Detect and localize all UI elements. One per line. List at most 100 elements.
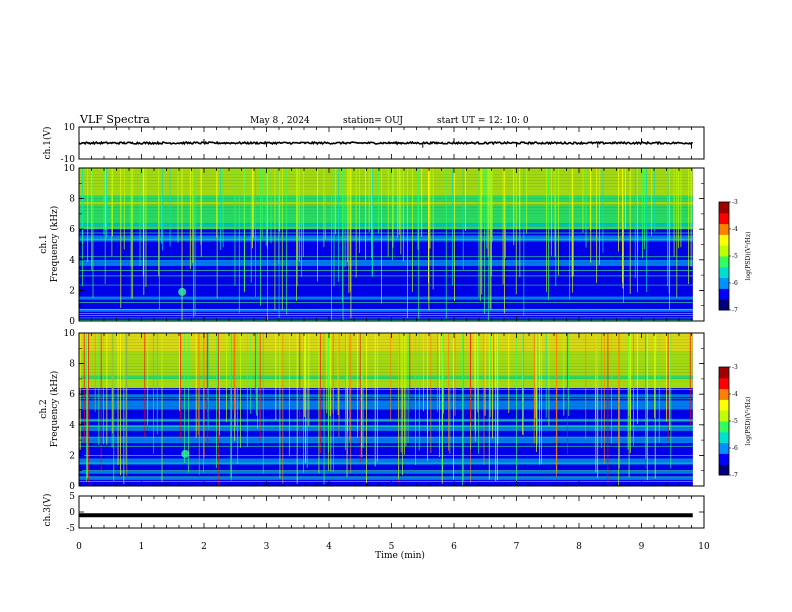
- spectrogram-band: [79, 400, 693, 404]
- colorbar-segment: [719, 301, 729, 304]
- colorbar-segment: [719, 397, 729, 400]
- x-tick-label: 3: [264, 542, 270, 552]
- spectrogram-band: [79, 223, 693, 227]
- spectrogram-band: [79, 440, 693, 444]
- x-tick-label: 6: [451, 542, 457, 552]
- colorbar-segment: [719, 212, 729, 216]
- spectrogram-band: [79, 296, 693, 300]
- colorbar-segment: [719, 227, 729, 230]
- y-tick-label: 0: [69, 508, 75, 518]
- spectrogram-band: [79, 299, 693, 303]
- start-time-label: start UT = 12: 10: 0: [437, 116, 529, 126]
- colorbar-segment: [719, 417, 729, 420]
- colorbar-segment: [719, 205, 729, 208]
- spectrogram-band: [79, 351, 693, 355]
- colorbar-segment: [719, 211, 729, 214]
- date-label: May 8 , 2024: [250, 116, 310, 126]
- spectrogram-band: [79, 177, 693, 181]
- colorbar-segment: [719, 288, 729, 291]
- spectrogram-band: [79, 186, 693, 190]
- y-tick-label: 6: [69, 390, 75, 400]
- spectrogram-band: [79, 443, 693, 447]
- y-tick-label: 8: [69, 195, 75, 205]
- colorbar-segment: [719, 250, 729, 253]
- spectrogram-band: [79, 446, 693, 450]
- colorbar-tick-label: -4: [732, 226, 738, 233]
- colorbar-segment: [719, 437, 729, 440]
- spectrogram-band: [79, 189, 693, 193]
- ch2-spectrogram-panel: ch.2 Frequency (kHz) 0 2 4 6 8 10: [39, 329, 705, 492]
- colorbar-segment: [719, 281, 729, 284]
- colorbar-segment: [719, 238, 729, 241]
- colorbar-segment: [719, 230, 729, 234]
- colorbar-segment: [719, 239, 729, 243]
- colorbar-segment: [719, 232, 729, 235]
- spectrogram-band: [79, 455, 693, 459]
- y-tick-label: 0: [69, 317, 75, 327]
- colorbar-segment: [719, 290, 729, 293]
- colorbar-segment: [719, 458, 729, 462]
- spectrogram-band: [79, 391, 693, 395]
- colorbar-tick-label: -6: [732, 445, 738, 452]
- spectrogram-band: [79, 366, 693, 370]
- ch2-colorbar: log(PSD)(V²/Hz) -3 -4 -5 -6 -7: [718, 364, 752, 479]
- ch3-waveform-panel: ch.3(V) 50-50 1 2 3 4 5 6 7 8 9 10: [42, 492, 710, 552]
- colorbar-segment: [719, 286, 729, 289]
- colorbar-segment: [719, 254, 729, 257]
- spectrogram-band: [79, 250, 693, 254]
- colorbar-segment: [719, 221, 729, 225]
- y-tick-label: 10: [64, 123, 76, 133]
- colorbar-segment: [719, 412, 729, 415]
- spectrogram-band: [79, 192, 693, 196]
- spectrogram-band: [79, 317, 693, 321]
- colorbar-segment: [719, 283, 729, 286]
- y-tick-label: 6: [69, 225, 75, 235]
- colorbar-segment: [719, 295, 729, 298]
- spectrogram-band: [79, 467, 693, 471]
- colorbar-segment: [719, 245, 729, 248]
- colorbar-segment: [719, 292, 729, 295]
- spectrogram-band: [79, 394, 693, 398]
- colorbar-segment: [719, 430, 729, 433]
- colorbar-segment: [719, 431, 729, 435]
- y-tick-label: -10: [61, 155, 76, 165]
- spectrogram-band: [79, 168, 693, 172]
- colorbar-segment: [719, 304, 729, 307]
- colorbar-segment: [719, 390, 729, 393]
- spectrogram-band: [79, 293, 693, 297]
- spectrogram-band: [79, 171, 693, 175]
- colorbar-segment: [719, 395, 729, 399]
- spectrogram-band: [79, 378, 693, 382]
- colorbar-segment: [719, 440, 729, 444]
- spectrogram-band: [79, 409, 693, 413]
- spectrogram-band: [79, 183, 693, 187]
- time-axis-label: Time (min): [375, 550, 425, 561]
- colorbar-segment: [719, 392, 729, 395]
- ch2-spectrogram-ylabel: ch.2: [39, 399, 49, 418]
- spectrogram-band: [79, 180, 693, 184]
- colorbar-segment: [719, 367, 729, 370]
- colorbar-segment: [719, 424, 729, 427]
- spectrogram-band: [79, 348, 693, 352]
- spectrogram-band: [79, 302, 693, 306]
- ch1-waveform-panel: ch.1(V) 10 -10: [42, 123, 705, 165]
- colorbar-segment: [719, 207, 729, 210]
- ch1-frequency-label: Frequency (kHz): [49, 206, 60, 283]
- colorbar-segment: [719, 270, 729, 273]
- colorbar-segment: [719, 403, 729, 406]
- spectrogram-band: [79, 314, 693, 318]
- spectrogram-band: [79, 198, 693, 202]
- spectrogram-band: [79, 403, 693, 407]
- spectrogram-band: [79, 204, 693, 208]
- colorbar-segment: [719, 415, 729, 418]
- colorbar-tick-label: -3: [732, 199, 738, 206]
- colorbar-segment: [719, 272, 729, 275]
- spectrogram-band: [79, 287, 693, 291]
- spectrogram-band: [79, 433, 693, 438]
- spectrogram-band: [79, 333, 693, 337]
- colorbar-segment: [719, 385, 729, 388]
- colorbar-segment: [719, 457, 729, 460]
- colorbar-segment: [719, 401, 729, 404]
- colorbar-segment: [719, 299, 729, 302]
